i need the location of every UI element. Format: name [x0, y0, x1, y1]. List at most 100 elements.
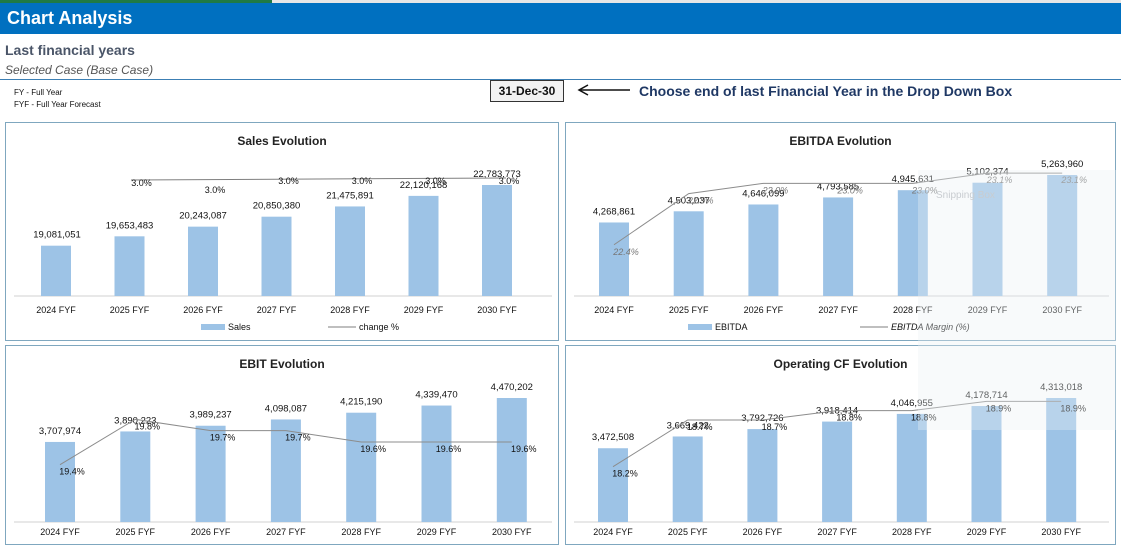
chart-panel-ebitda: EBITDA Evolution 4,268,861 2024 FYF 4,503,…: [565, 122, 1116, 341]
line-value-label: 18.2%: [612, 469, 638, 479]
bar: [335, 206, 365, 296]
bar-value-label: 4,215,190: [340, 397, 382, 408]
bar: [261, 216, 292, 296]
page-title: Chart Analysis: [7, 8, 133, 28]
divider: [0, 79, 1121, 80]
bar: [482, 185, 512, 296]
category-tick-label: 2030 FYF: [477, 305, 517, 315]
bar-value-label: 19,081,051: [33, 230, 81, 241]
bar: [747, 429, 778, 522]
bar-value-label: 4,046,955: [891, 398, 933, 409]
chart-title: EBITDA Evolution: [789, 134, 892, 148]
category-tick-label: 2028 FYF: [341, 527, 381, 537]
line-value-label: 18.8%: [836, 413, 862, 423]
category-tick-label: 2029 FYF: [968, 305, 1008, 315]
bar: [41, 245, 71, 296]
bar: [496, 398, 527, 522]
bar-value-label: 4,178,714: [965, 390, 1007, 401]
line-value-label: 23.1%: [1060, 175, 1087, 185]
financial-year-dropdown[interactable]: 31-Dec-30: [490, 80, 564, 102]
category-tick-label: 2027 FYF: [818, 305, 858, 315]
bar-value-label: 4,503,037: [668, 195, 710, 206]
chart-title: Sales Evolution: [237, 134, 327, 148]
line-value-label: 19.4%: [59, 467, 85, 477]
top-strip: [0, 0, 1121, 3]
legend-swatch-bar: [201, 324, 225, 330]
chart-svg: 4,268,861 2024 FYF 4,503,037 2025 FYF 4,646,…: [574, 159, 1109, 332]
note-fyf: FYF - Full Year Forecast: [14, 100, 101, 109]
bar: [421, 405, 452, 522]
category-tick-label: 2027 FYF: [257, 305, 297, 315]
chart-title: EBIT Evolution: [239, 357, 325, 371]
category-tick-label: 2026 FYF: [744, 305, 784, 315]
legend-label: EBITDA Margin (%): [891, 322, 970, 332]
margin-series-line: [59, 418, 512, 466]
category-tick-label: 2030 FYF: [1041, 527, 1081, 537]
line-value-label: 19.7%: [210, 433, 236, 443]
margin-series-line: [612, 400, 1062, 468]
bar-value-label: 3,890,223: [114, 415, 156, 426]
line-value-label: 19.7%: [285, 433, 311, 443]
category-tick-label: 2025 FYF: [668, 527, 708, 537]
category-tick-label: 2027 FYF: [817, 527, 857, 537]
line-value-label: 18.8%: [911, 413, 937, 423]
note-fy: FY - Full Year: [14, 88, 63, 97]
bar: [896, 413, 927, 522]
bar-value-label: 3,707,974: [39, 426, 81, 437]
bar-value-label: 20,850,380: [253, 201, 301, 212]
bar: [346, 412, 377, 522]
bar: [823, 197, 854, 296]
line-value-label: 3.0%: [278, 176, 299, 186]
bar-value-label: 22,120,168: [400, 180, 448, 191]
line-value-label: 23.0%: [911, 185, 938, 195]
category-tick-label: 2024 FYF: [593, 527, 633, 537]
line-value-label: 3.0%: [425, 176, 446, 186]
bar-value-label: 5,102,374: [966, 167, 1008, 178]
legend-label: change %: [359, 322, 399, 332]
chart-svg: 3,472,508 2024 FYF 3,669,422 2025 FYF 3,792,…: [574, 382, 1109, 537]
category-tick-label: 2028 FYF: [892, 527, 932, 537]
line-value-label: 18.7%: [687, 422, 713, 432]
category-tick-label: 2028 FYF: [893, 305, 933, 315]
bar-value-label: 4,646,099: [742, 188, 784, 199]
bar: [114, 236, 145, 296]
line-value-label: 18.9%: [1060, 403, 1086, 413]
snipping-overlay: Snipping Box: [918, 170, 1116, 430]
bar: [195, 425, 226, 522]
header-bar: Chart Analysis: [0, 3, 1121, 34]
category-tick-label: 2025 FYF: [110, 305, 150, 315]
line-value-label: 3.0%: [352, 176, 373, 186]
category-tick-label: 2030 FYF: [492, 527, 532, 537]
legend-label: Sales: [228, 322, 251, 332]
bar-value-label: 5,263,960: [1041, 159, 1083, 170]
bar-value-label: 3,669,422: [667, 420, 709, 431]
bar-value-label: 3,792,726: [741, 413, 783, 424]
bar-value-label: 4,313,018: [1040, 382, 1082, 393]
bar-value-label: 4,098,087: [265, 403, 307, 414]
chart-panel-operating-cf: Operating CF Evolution 3,472,508 2024 FYF…: [565, 345, 1116, 545]
line-value-label: 3.0%: [205, 185, 226, 195]
category-tick-label: 2024 FYF: [36, 305, 76, 315]
line-value-label: 19.6%: [511, 444, 537, 454]
chart-panel-sales: Sales Evolution 19,081,051 2024 FYF 19,653…: [5, 122, 559, 341]
bar: [120, 431, 151, 522]
bar-value-label: 4,268,861: [593, 206, 635, 217]
line-value-label: 23.1%: [986, 175, 1013, 185]
bar-value-label: 3,989,237: [189, 410, 231, 421]
bar: [599, 222, 629, 296]
line-value-label: 19.6%: [436, 444, 462, 454]
left-arrow-icon: [577, 84, 630, 96]
bar-value-label: 4,339,470: [415, 390, 457, 401]
bar: [408, 195, 439, 296]
category-tick-label: 2024 FYF: [594, 305, 634, 315]
category-tick-label: 2029 FYF: [404, 305, 444, 315]
category-tick-label: 2026 FYF: [743, 527, 783, 537]
category-tick-label: 2028 FYF: [330, 305, 370, 315]
bar: [972, 182, 1003, 296]
bar-value-label: 4,945,631: [892, 174, 934, 185]
bar: [971, 406, 1002, 522]
line-value-label: 18.9%: [986, 403, 1012, 413]
section-subtitle: Last financial years: [5, 42, 135, 58]
bar: [270, 419, 301, 522]
category-tick-label: 2026 FYF: [183, 305, 223, 315]
